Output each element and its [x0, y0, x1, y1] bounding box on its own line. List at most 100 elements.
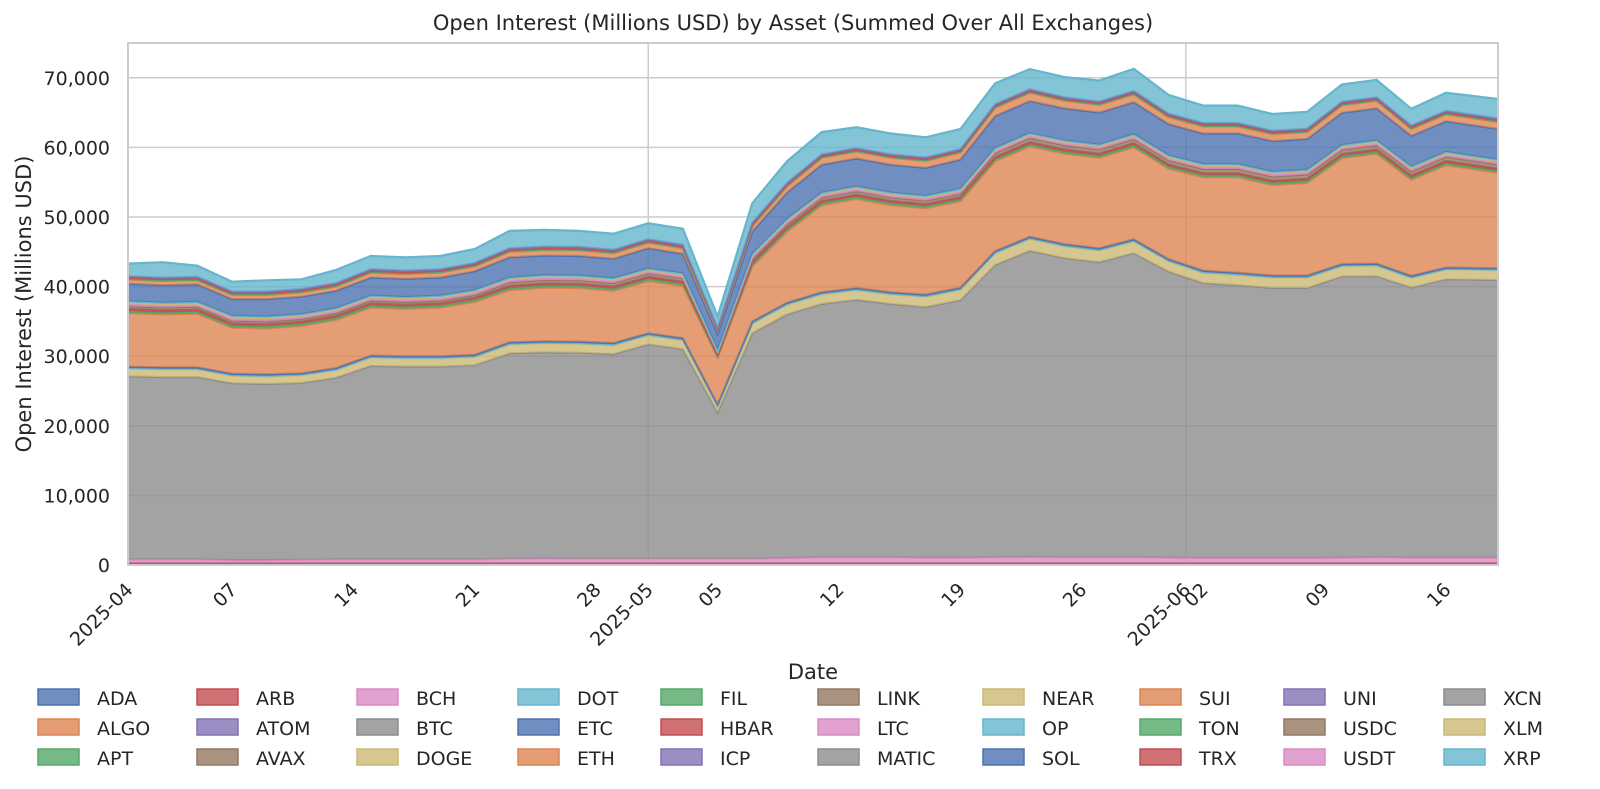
legend-swatch [196, 748, 239, 766]
y-tick-label: 30,000 [44, 346, 110, 368]
stacked-areas [127, 67, 1499, 565]
x-tick-label: 21 [452, 579, 485, 612]
legend-label: BCH [416, 688, 456, 710]
legend-item-trx: TRX [1139, 748, 1237, 770]
legend-swatch [356, 748, 399, 766]
y-tick-label: 0 [98, 555, 110, 577]
legend-swatch [1283, 688, 1326, 706]
legend-item-sui: SUI [1139, 688, 1231, 710]
legend-item-usdt: USDT [1283, 748, 1396, 770]
legend-item-ltc: LTC [817, 718, 909, 740]
legend-swatch [356, 688, 399, 706]
legend-swatch [37, 718, 80, 736]
legend-item-matic: MATIC [817, 748, 935, 770]
legend-swatch [196, 718, 239, 736]
legend-swatch [1139, 718, 1182, 736]
x-tick-label: 2025-04 [66, 579, 138, 651]
legend-item-fil: FIL [660, 688, 748, 710]
y-tick-label: 20,000 [44, 416, 110, 438]
legend-label: XCN [1503, 688, 1542, 710]
area-btc [128, 250, 1498, 561]
x-tick-label: 14 [330, 579, 363, 612]
legend-label: SOL [1042, 748, 1080, 770]
legend-item-etc: ETC [517, 718, 613, 740]
area-xrp [128, 68, 1498, 328]
area-eth [128, 146, 1498, 405]
legend-label: OP [1042, 718, 1068, 740]
legend-label: LTC [877, 718, 909, 740]
y-tick-label: 10,000 [44, 485, 110, 507]
legend-label: ALGO [97, 718, 150, 740]
legend-swatch [1443, 688, 1486, 706]
x-tick-label: 26 [1059, 579, 1092, 612]
legend-swatch [37, 688, 80, 706]
legend-label: TON [1198, 718, 1240, 740]
legend-swatch [660, 688, 703, 706]
legend-item-hbar: HBAR [660, 718, 774, 740]
legend-item-doge: DOGE [356, 748, 472, 770]
x-tick-label: 07 [209, 579, 242, 612]
legend-swatch [660, 718, 703, 736]
legend-label: TRX [1198, 748, 1237, 770]
legend-swatch [817, 688, 860, 706]
legend-label: USDT [1343, 748, 1396, 770]
area-sol [128, 101, 1498, 350]
legend-item-bch: BCH [356, 688, 456, 710]
legend-swatch [1283, 718, 1326, 736]
legend-swatch [982, 688, 1025, 706]
legend-swatch [517, 718, 560, 736]
legend-item-sol: SOL [982, 748, 1080, 770]
legend-label: XRP [1503, 748, 1541, 770]
legend-item-btc: BTC [356, 718, 453, 740]
x-tick-label: 28 [573, 579, 606, 612]
x-tick-label: 19 [937, 579, 970, 612]
legend-item-apt: APT [37, 748, 133, 770]
legend-label: ICP [720, 748, 750, 770]
legend-swatch [356, 718, 399, 736]
legend-swatch [817, 718, 860, 736]
x-tick-label: 12 [816, 579, 849, 612]
legend-label: MATIC [877, 748, 935, 770]
legend-label: ETH [577, 748, 615, 770]
legend-swatch [37, 748, 80, 766]
legend-label: DOGE [416, 748, 472, 770]
legend-label: LINK [877, 688, 920, 710]
x-tick-label: 2025-06 [1124, 579, 1196, 651]
y-tick-label: 60,000 [44, 137, 110, 159]
y-tick-label: 40,000 [44, 277, 110, 299]
legend-label: NEAR [1042, 688, 1094, 710]
legend-label: APT [97, 748, 133, 770]
legend-swatch [982, 748, 1025, 766]
legend-item-algo: ALGO [37, 718, 150, 740]
legend-swatch [660, 748, 703, 766]
x-tick-label: 05 [694, 579, 727, 612]
legend-item-op: OP [982, 718, 1068, 740]
legend-swatch [1443, 718, 1486, 736]
y-tick-label: 70,000 [44, 68, 110, 90]
legend-item-uni: UNI [1283, 688, 1377, 710]
legend-item-xcn: XCN [1443, 688, 1542, 710]
legend-label: XLM [1503, 718, 1543, 740]
legend-label: SUI [1199, 688, 1231, 710]
legend-item-avax: AVAX [196, 748, 306, 770]
y-axis-ticks: 0 10,000 20,000 30,000 40,000 50,000 60,000 70,… [44, 68, 110, 577]
legend-item-ton: TON [1139, 718, 1240, 740]
legend-swatch [1139, 688, 1182, 706]
legend-item-dot: DOT [517, 688, 619, 710]
legend-item-usdc: USDC [1283, 718, 1397, 740]
legend-item-xrp: XRP [1443, 748, 1541, 770]
legend-swatch [1139, 748, 1182, 766]
legend-swatch [817, 748, 860, 766]
legend-item-link: LINK [817, 688, 920, 710]
legend-swatch [982, 718, 1025, 736]
chart-title: Open Interest (Millions USD) by Asset (S… [433, 11, 1153, 35]
plot-frame [127, 42, 1499, 566]
legend-item-eth: ETH [517, 748, 615, 770]
x-tick-label: 02 [1180, 579, 1213, 612]
x-tick-label: 09 [1301, 579, 1334, 612]
legend-item-xlm: XLM [1443, 718, 1543, 740]
legend-label: BTC [416, 718, 453, 740]
x-axis-label: Date [788, 660, 838, 684]
